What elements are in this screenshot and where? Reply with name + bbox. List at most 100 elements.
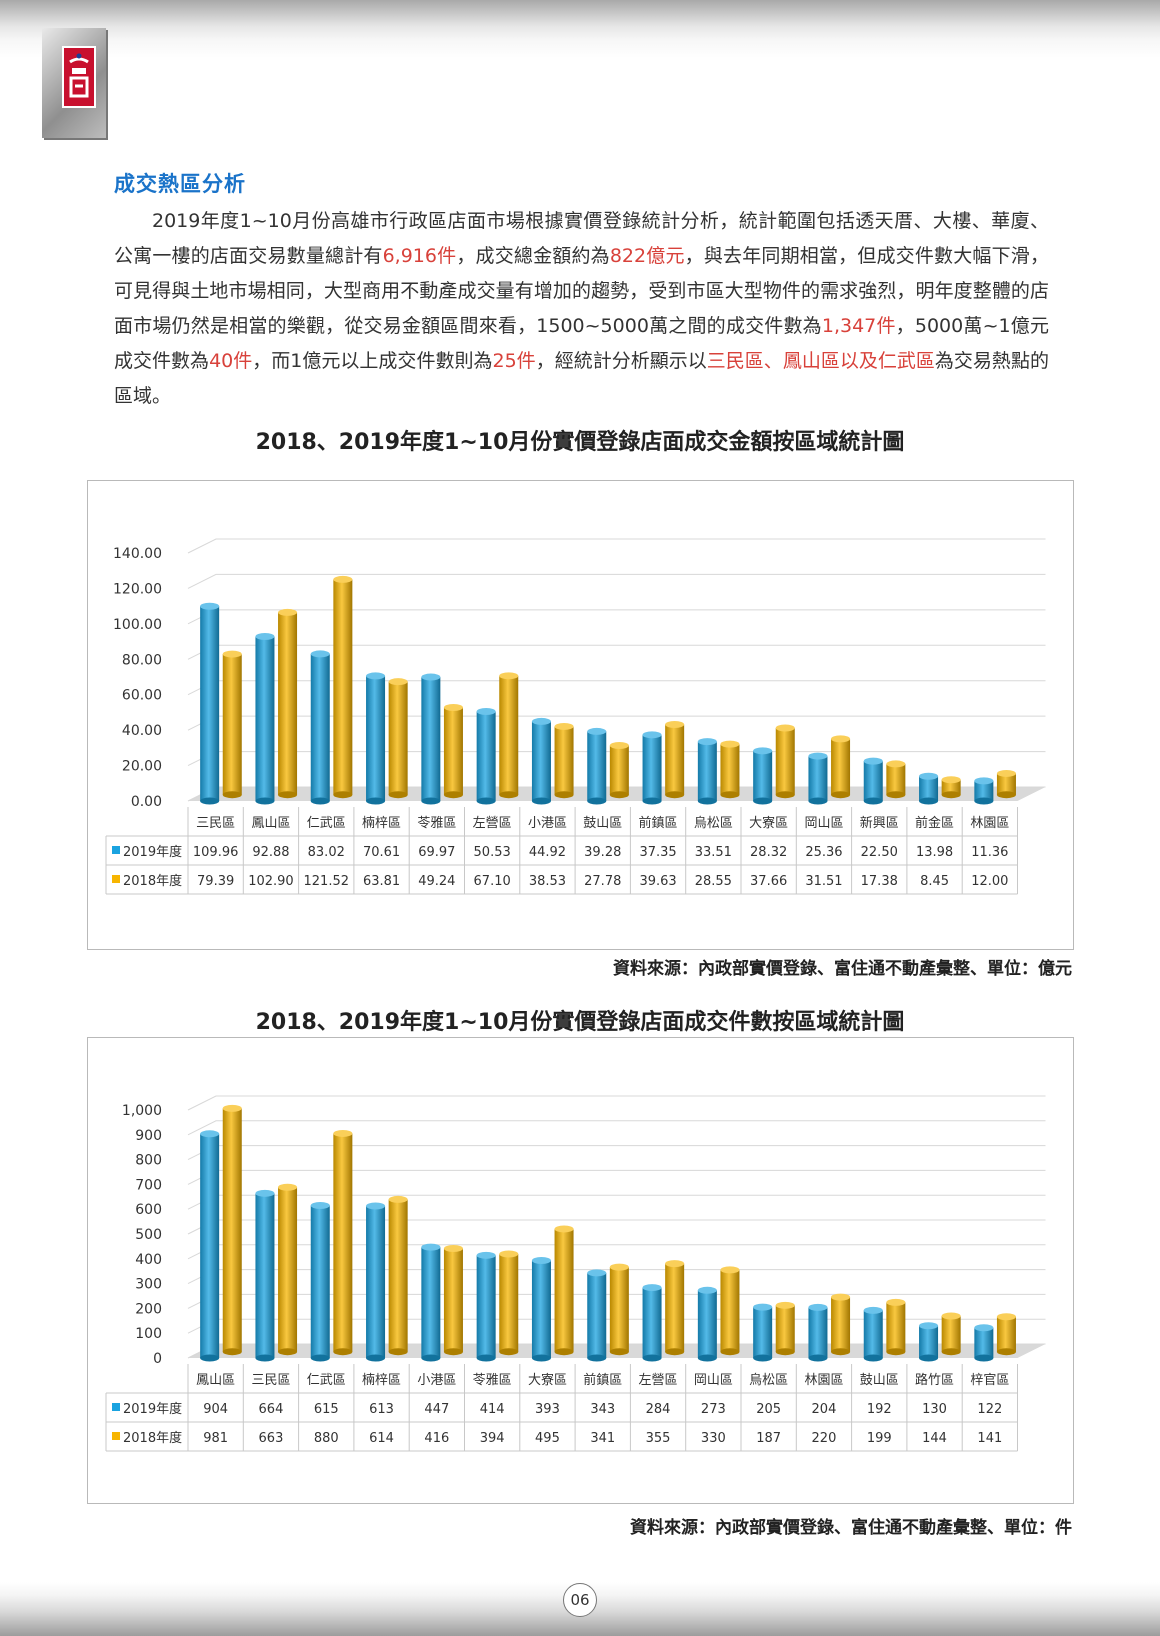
bar-2018 bbox=[499, 672, 519, 799]
data-value-label: 37.35 bbox=[639, 845, 676, 860]
data-value-label: 447 bbox=[424, 1402, 449, 1417]
bar-2019 bbox=[697, 738, 717, 805]
bar-2019 bbox=[974, 1324, 994, 1362]
data-value-label: 273 bbox=[701, 1402, 726, 1417]
y-tick-label: 100 bbox=[135, 1326, 162, 1342]
paragraph-text: ，經統計分析顯示以 bbox=[535, 350, 707, 372]
gridline bbox=[187, 1120, 1046, 1136]
data-value-label: 393 bbox=[535, 1402, 560, 1417]
bar-2019 bbox=[255, 1189, 275, 1362]
x-category-label: 路竹區 bbox=[915, 1372, 954, 1388]
bar-2018 bbox=[388, 678, 408, 799]
y-tick-label: 800 bbox=[135, 1153, 162, 1169]
bar-2018 bbox=[775, 724, 795, 799]
bar-2018 bbox=[499, 1250, 519, 1356]
bar-2018 bbox=[278, 1183, 298, 1356]
x-category-label: 林園區 bbox=[804, 1373, 843, 1388]
data-value-label: 341 bbox=[590, 1431, 615, 1446]
bar-2019 bbox=[587, 727, 607, 805]
bar-2018 bbox=[443, 703, 463, 799]
data-value-label: 79.39 bbox=[197, 874, 234, 889]
data-value-label: 22.50 bbox=[861, 845, 898, 860]
legend-swatch bbox=[112, 1432, 120, 1440]
x-category-label: 大寮區 bbox=[749, 815, 788, 831]
x-category-label: 前鎮區 bbox=[639, 815, 678, 831]
bar-2019 bbox=[366, 672, 386, 805]
data-value-label: 17.38 bbox=[861, 874, 898, 889]
x-category-label: 鼓山區 bbox=[860, 1373, 899, 1388]
gridline bbox=[187, 573, 1046, 589]
paragraph-text: ，5000萬~1億元成交件數為 bbox=[114, 315, 1049, 372]
y-tick-label: 40.00 bbox=[122, 723, 162, 739]
y-tick-label: 100.00 bbox=[113, 617, 162, 633]
bar-2018 bbox=[886, 760, 906, 799]
data-value-label: 109.96 bbox=[193, 845, 239, 860]
legend-swatch bbox=[112, 1403, 120, 1411]
highlight-text: 822億元 bbox=[609, 245, 685, 267]
y-tick-label: 0.00 bbox=[131, 794, 162, 810]
bar-2018 bbox=[278, 608, 298, 799]
chart-2-box: 0 100 200 300 400 500 600 700 800 900 1,000 鳳山區 三民區 仁… bbox=[87, 1037, 1074, 1504]
bar-2019 bbox=[531, 717, 551, 805]
bar-2019 bbox=[421, 673, 441, 805]
bar-2019 bbox=[642, 731, 662, 805]
y-tick-label: 60.00 bbox=[122, 688, 162, 704]
data-value-label: 63.81 bbox=[363, 874, 400, 889]
bar-2018 bbox=[333, 575, 353, 799]
chart-2-source: 資料來源：內政部實價登錄、富住通不動產彙整、單位：件 bbox=[630, 1518, 1072, 1538]
bar-2018 bbox=[720, 1266, 740, 1356]
bar-2018 bbox=[665, 720, 685, 799]
data-value-label: 355 bbox=[646, 1431, 671, 1446]
paragraph-text: 2019年度1~10月份高雄市行政區店面市場根據實價登錄統計分析，統計範圍包括透… bbox=[114, 210, 1049, 267]
data-value-label: 220 bbox=[812, 1431, 837, 1446]
chart-1-box: 0.00 20.00 40.00 60.00 80.00 100.00 120.00 140.… bbox=[87, 480, 1074, 950]
y-tick-label: 700 bbox=[135, 1177, 162, 1193]
x-category-label: 仁武區 bbox=[307, 816, 346, 831]
bar-2019 bbox=[808, 1303, 828, 1362]
legend-label: 2019年度 bbox=[123, 844, 182, 860]
data-value-label: 904 bbox=[203, 1402, 228, 1417]
data-value-label: 13.98 bbox=[916, 845, 953, 860]
data-value-label: 343 bbox=[590, 1402, 615, 1417]
x-category-label: 左營區 bbox=[639, 1373, 678, 1388]
bar-2018 bbox=[941, 1312, 961, 1356]
data-value-label: 50.53 bbox=[474, 845, 511, 860]
bar-2018 bbox=[831, 1293, 851, 1356]
highlight-text: 6,916件 bbox=[382, 245, 457, 267]
data-value-label: 614 bbox=[369, 1431, 394, 1446]
y-tick-label: 900 bbox=[135, 1128, 162, 1144]
chart-1-svg: 0.00 20.00 40.00 60.00 80.00 100.00 120.00 140.… bbox=[105, 538, 1046, 895]
data-value-label: 205 bbox=[756, 1402, 781, 1417]
bar-2018 bbox=[831, 735, 851, 799]
x-category-label: 大寮區 bbox=[528, 1372, 567, 1388]
bar-2018 bbox=[554, 1225, 574, 1356]
y-tick-label: 120.00 bbox=[113, 581, 162, 597]
x-category-label: 楠梓區 bbox=[362, 816, 401, 831]
x-category-label: 三民區 bbox=[196, 816, 235, 831]
data-value-label: 8.45 bbox=[920, 874, 949, 889]
bar-2019 bbox=[421, 1243, 441, 1362]
bar-2019 bbox=[587, 1269, 607, 1362]
data-value-label: 664 bbox=[259, 1402, 284, 1417]
bar-2018 bbox=[333, 1129, 353, 1356]
data-value-label: 102.90 bbox=[248, 874, 294, 889]
x-category-label: 鼓山區 bbox=[583, 816, 622, 831]
y-tick-label: 1,000 bbox=[122, 1103, 162, 1119]
highlight-text: 1,347件 bbox=[821, 315, 896, 337]
data-value-label: 144 bbox=[922, 1431, 947, 1446]
x-category-label: 烏松區 bbox=[694, 815, 733, 831]
x-category-label: 苓雅區 bbox=[417, 816, 456, 831]
gridline bbox=[187, 1145, 1046, 1161]
x-category-label: 新興區 bbox=[860, 815, 899, 831]
x-category-label: 仁武區 bbox=[307, 1373, 346, 1388]
x-category-label: 小港區 bbox=[528, 816, 567, 831]
data-value-label: 414 bbox=[480, 1402, 505, 1417]
highlight-text: 三民區、鳳山區以及仁武區 bbox=[706, 350, 935, 372]
data-value-label: 39.28 bbox=[584, 845, 621, 860]
data-value-label: 31.51 bbox=[805, 874, 842, 889]
data-value-label: 12.00 bbox=[971, 874, 1008, 889]
bar-2019 bbox=[808, 752, 828, 805]
data-value-label: 70.61 bbox=[363, 845, 400, 860]
bar-2019 bbox=[310, 650, 330, 805]
data-value-label: 67.10 bbox=[474, 874, 511, 889]
